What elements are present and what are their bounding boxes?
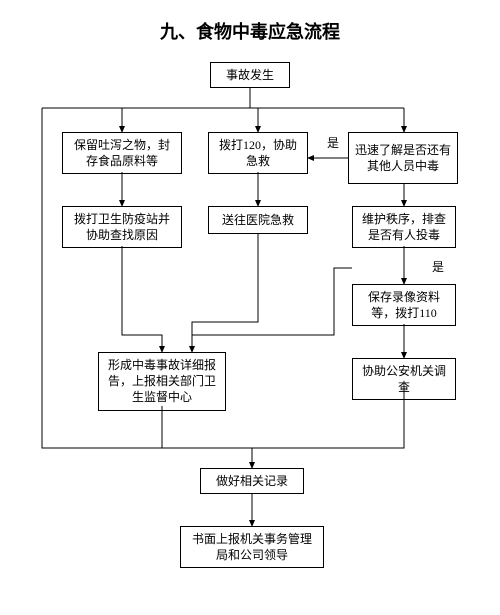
- node-hospital: 送往医院急救: [208, 206, 308, 234]
- node-written-report: 书面上报机关事务管理局和公司领导: [180, 526, 324, 568]
- edge-label-yes-2: 是: [432, 258, 444, 275]
- node-incident: 事故发生: [210, 62, 290, 88]
- node-preserve: 保留吐泻之物，封存食品原料等: [62, 132, 182, 174]
- node-report: 形成中毒事故详细报告，上报相关部门卫生监督中心: [98, 352, 226, 411]
- node-call120: 拨打120，协助急救: [208, 132, 308, 174]
- node-order: 维护秩序，排查是否有人投毒: [352, 206, 456, 248]
- diagram-title: 九、食物中毒应急流程: [0, 18, 500, 44]
- node-call110: 保存录像资料等，拨打110: [352, 284, 456, 326]
- edge-label-yes-1: 是: [327, 134, 339, 151]
- node-call-epidemic: 拨打卫生防疫站并协助查找原因: [62, 206, 182, 248]
- node-check-others: 迅速了解是否还有其他人员中毒: [348, 132, 458, 184]
- node-assist-police: 协助公安机关调查: [352, 358, 456, 400]
- node-record: 做好相关记录: [200, 468, 304, 494]
